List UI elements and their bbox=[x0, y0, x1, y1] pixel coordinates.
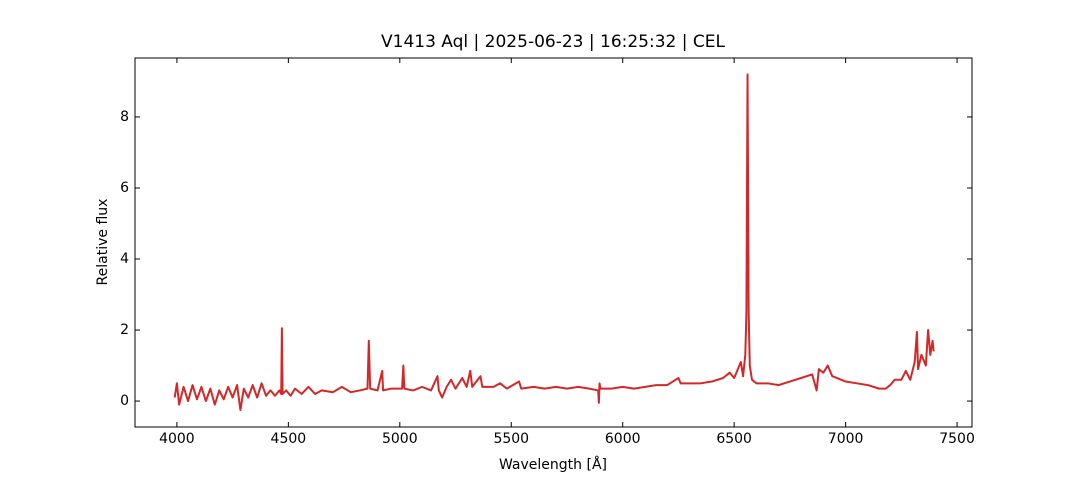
x-tick-label: 6500 bbox=[716, 431, 752, 447]
spectrum-line bbox=[173, 73, 935, 411]
x-tick-label: 5000 bbox=[382, 431, 418, 447]
y-axis-label: Relative flux bbox=[95, 199, 111, 286]
y-tick-label: 0 bbox=[120, 393, 129, 409]
y-tick-label: 8 bbox=[120, 109, 129, 125]
x-tick-label: 4500 bbox=[271, 431, 307, 447]
plot-frame bbox=[134, 57, 973, 428]
y-tick-label: 6 bbox=[120, 180, 129, 196]
x-tick-label: 4000 bbox=[159, 431, 195, 447]
x-axis-label: Wavelength [Å] bbox=[499, 456, 607, 473]
x-tick-label: 7000 bbox=[828, 431, 864, 447]
y-tick-label: 4 bbox=[120, 251, 129, 267]
chart-title: V1413 Aql | 2025-06-23 | 16:25:32 | CEL bbox=[381, 32, 726, 52]
plot-area bbox=[173, 73, 935, 411]
x-tick-label: 7500 bbox=[939, 431, 975, 447]
x-tick-label: 6000 bbox=[605, 431, 641, 447]
x-tick-label: 5500 bbox=[493, 431, 529, 447]
y-tick-label: 2 bbox=[120, 322, 129, 338]
